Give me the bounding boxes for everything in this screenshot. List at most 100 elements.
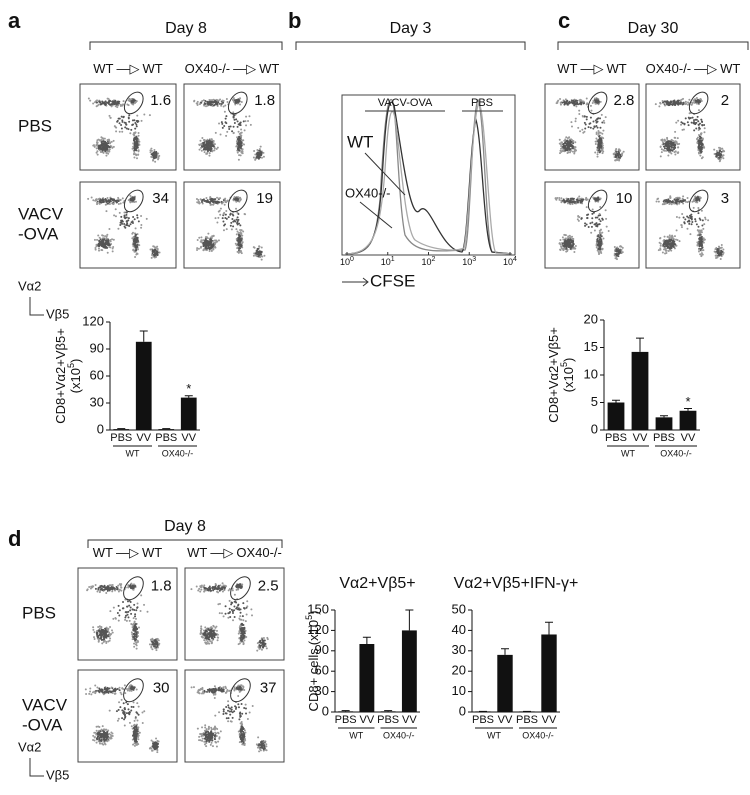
flow-dot [569,235,571,237]
flow-dot [207,633,209,635]
flow-dot [105,210,107,212]
flow-dot [246,600,248,602]
flow-dot [138,132,140,134]
flow-dot [217,147,219,149]
flow-dot [601,148,603,150]
arrow: —▷ [581,61,604,76]
flow-dot [113,103,115,105]
flow-dot [569,144,571,146]
flow-dot [588,126,590,128]
flow-dot [721,148,723,150]
flow-dot [618,152,620,154]
x-tick-label: 101 [381,256,395,268]
flow-dot [691,219,693,221]
flow-dot [153,149,155,151]
flow-dot [583,131,585,133]
flow-dot [579,198,581,200]
flow-dot [697,140,699,142]
flow-dot [599,138,601,140]
flow-dot [112,199,114,201]
flow-dot [563,146,565,148]
flow-dot [563,100,565,102]
flow-dot [673,242,675,244]
flow-dot [689,233,691,235]
flow-dot [253,255,255,257]
flow-dot [211,99,213,101]
column-label: WT—▷WT [557,61,626,76]
flow-dot [107,692,109,694]
flow-dot [571,241,573,243]
flow-dot [129,620,131,622]
flow-dot [718,157,720,159]
flow-dot [594,198,596,200]
error-bar [660,416,668,418]
flow-dot [600,242,602,244]
flow-dot [149,248,151,250]
flow-dot [605,209,607,211]
flow-dot [570,121,572,123]
flow-dot [586,116,588,118]
flow-dot [224,204,226,206]
flow-dot [599,213,601,215]
flow-dot [701,121,703,123]
flow-dot [705,218,707,220]
flow-dot [613,153,615,155]
flow-dot [579,130,581,132]
flow-dot [603,120,605,122]
flow-dot [565,136,567,138]
flow-dot [232,99,234,101]
flow-dot [96,686,98,688]
flow-dot [215,217,217,219]
flow-dot [682,202,684,204]
flow-dot [96,742,98,744]
flow-dot [200,627,202,629]
flow-dot [153,153,155,155]
flow-dot [132,148,134,150]
flow-dot [119,131,121,133]
flow-dot [658,105,660,107]
y-unit: ) [561,358,576,362]
group-label: WT [621,448,635,458]
flow-dot [223,615,225,617]
row-label: VACV [18,204,64,223]
flow-dot [671,146,673,148]
flow-dot [233,219,235,221]
column-from: OX40-/- [185,61,231,76]
flow-dot [228,589,230,591]
flow-dot [245,116,247,118]
flow-dot [138,135,140,137]
tick-base: 10 [340,257,350,267]
flow-dot [697,244,699,246]
flow-dot [112,692,114,694]
group-label: WT [126,448,140,458]
flow-dot [225,214,227,216]
flow-dot [131,631,133,633]
flow-dot [225,121,227,123]
flow-dot [93,631,95,633]
flow-dot [564,243,566,245]
flow-dot [149,643,151,645]
flow-dot [202,199,204,201]
flow-dot [108,631,110,633]
gate-value: 10 [616,190,633,207]
flow-dot [123,223,125,225]
flow-dot [238,141,240,143]
flow-dot [590,110,592,112]
flow-dot [122,197,124,199]
flow-dot [586,199,588,201]
flow-dot [109,203,111,205]
flow-dot [597,151,599,153]
flow-dot [223,212,225,214]
flow-dot [615,155,617,157]
flow-dot [655,103,657,105]
flow-dot [667,236,669,238]
y-tick-label: 15 [584,339,598,354]
flow-dot [693,207,695,209]
flow-dot [136,125,138,127]
flow-dot [603,122,605,124]
flow-dot [138,220,140,222]
flow-dot [599,144,601,146]
flow-dot [211,246,213,248]
flow-dot [196,102,198,104]
y-tick-label: 90 [90,340,104,355]
